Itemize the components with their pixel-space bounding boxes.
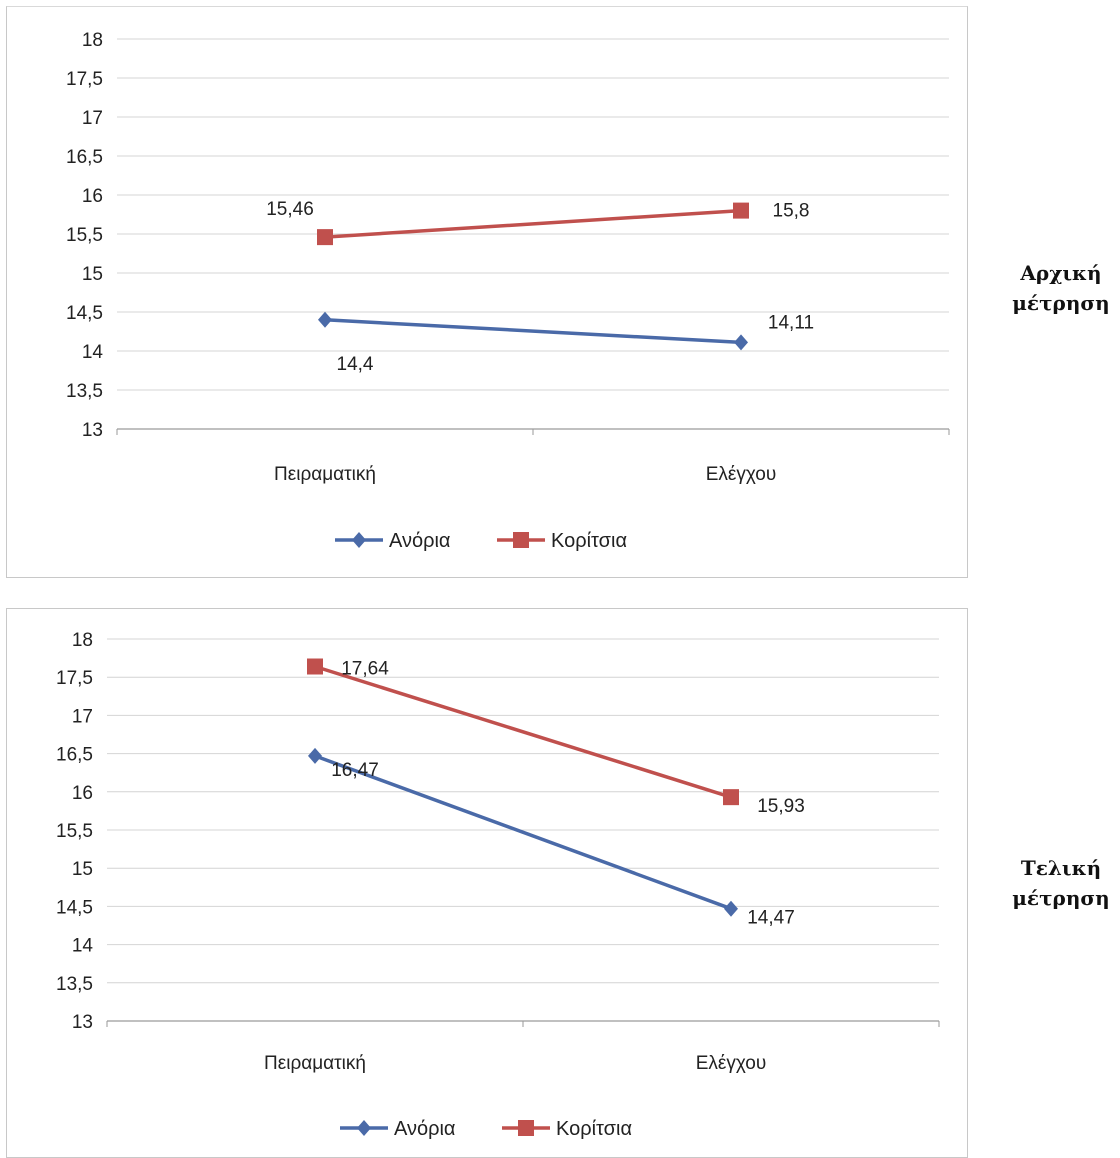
x-category-label: Ελέγχου: [706, 464, 777, 485]
y-tick-label: 18: [72, 630, 93, 651]
side-label-line-2: μέτρηση: [1012, 291, 1110, 315]
y-tick-label: 13,5: [56, 974, 93, 995]
data-point-square: [317, 229, 333, 246]
line-chart-svg: 13 13,5 14 14,5 15 15,5 16 16,5 17 17,5 18 Πειραματ…: [66, 30, 950, 552]
data-point-diamond: [318, 311, 332, 328]
series-line: [324, 208, 742, 239]
legend-entry-label: Ανόρια: [394, 1118, 455, 1140]
side-label-initial: Αρχική μέτρηση: [1006, 258, 1116, 318]
series-line: [314, 754, 732, 911]
y-tick-label: 15: [72, 859, 93, 880]
y-tick-label: 15,5: [66, 225, 103, 246]
legend-marker-diamond: [352, 532, 366, 548]
data-point-diamond: [734, 334, 748, 351]
chart-initial-measurement: 13 13,5 14 14,5 15 15,5 16 16,5 17 17,5 18 Πειραματ…: [6, 6, 968, 578]
y-tick-label: 17: [82, 108, 103, 129]
x-category-label: Πειραματική: [264, 1053, 366, 1074]
side-label-line-1: Αρχική: [1020, 261, 1102, 285]
legend-marker-square: [513, 532, 529, 548]
y-tick-label: 17,5: [56, 668, 93, 689]
data-point-square: [723, 789, 739, 806]
legend-marker-square: [518, 1120, 534, 1136]
y-tick-label: 15: [82, 264, 103, 285]
legend-entry-label: Κορίτσια: [556, 1118, 632, 1140]
y-tick-label: 16: [82, 186, 103, 207]
y-tick-label: 17: [72, 706, 93, 727]
y-tick-label: 13: [72, 1012, 93, 1033]
series-line: [324, 318, 742, 345]
legend-entry-label: Κορίτσια: [551, 530, 627, 552]
y-tick-label: 18: [82, 30, 103, 51]
y-tick-label: 13: [82, 420, 103, 441]
data-point-square: [733, 202, 749, 219]
legend-marker-diamond: [357, 1120, 371, 1136]
y-tick-label: 15,5: [56, 821, 93, 842]
data-label: 17,64: [341, 659, 389, 680]
y-tick-label: 16,5: [56, 745, 93, 766]
data-label: 15,8: [773, 201, 810, 222]
data-point-square: [307, 658, 323, 675]
side-label-line-1: Τελική: [1020, 856, 1102, 880]
chart-final-measurement: 13 13,5 14 14,5 15 15,5 16 16,5 17 17,5 18 Πειραματ…: [6, 608, 968, 1158]
data-point-diamond: [724, 900, 738, 917]
y-tick-label: 14,5: [66, 303, 103, 324]
y-tick-label: 14,5: [56, 897, 93, 918]
side-label-final: Τελική μέτρηση: [1006, 853, 1116, 913]
y-tick-label: 14: [82, 342, 104, 363]
data-label: 15,46: [266, 199, 314, 220]
y-tick-label: 14: [72, 936, 94, 957]
series-line: [314, 664, 732, 799]
y-tick-label: 13,5: [66, 381, 103, 402]
line-chart-svg: 13 13,5 14 14,5 15 15,5 16 16,5 17 17,5 18 Πειραματ…: [56, 630, 940, 1140]
y-tick-label: 16,5: [66, 147, 103, 168]
side-label-line-2: μέτρηση: [1012, 886, 1110, 910]
data-label: 14,47: [747, 908, 795, 929]
x-category-label: Ελέγχου: [696, 1053, 767, 1074]
data-point-diamond: [308, 747, 322, 764]
data-label: 14,11: [768, 312, 814, 333]
x-category-label: Πειραματική: [274, 464, 376, 485]
y-tick-label: 17,5: [66, 69, 103, 90]
legend-entry-label: Ανόρια: [389, 530, 450, 552]
y-tick-label: 16: [72, 783, 93, 804]
data-label: 14,4: [337, 354, 374, 375]
data-label: 16,47: [331, 760, 379, 781]
data-label: 15,93: [757, 796, 805, 817]
